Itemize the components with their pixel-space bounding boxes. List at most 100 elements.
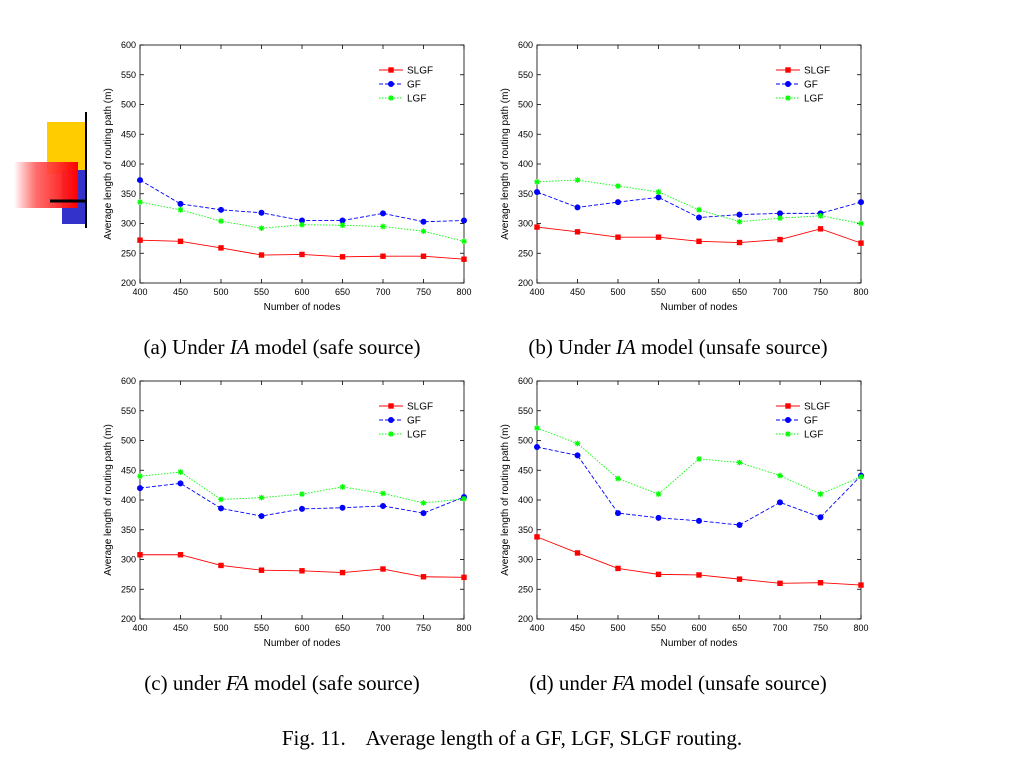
- x-tick-label: 700: [375, 287, 390, 297]
- y-tick-label: 450: [121, 465, 136, 475]
- x-tick-label: 550: [651, 287, 666, 297]
- data-point-lgf: [858, 473, 864, 480]
- x-tick-label: 500: [610, 623, 625, 633]
- data-point-lgf: [696, 456, 702, 462]
- y-tick-label: 550: [518, 70, 533, 80]
- legend-label-lgf: LGF: [804, 430, 823, 441]
- legend-label-lgf: LGF: [407, 94, 426, 105]
- y-tick-label: 300: [121, 555, 136, 565]
- subcaption-b-prefix: (b) Under: [528, 335, 616, 359]
- x-axis-title: Number of nodes: [264, 302, 341, 313]
- series-line-lgf: [536, 427, 862, 495]
- data-point-gf: [461, 217, 467, 224]
- y-tick-label: 600: [121, 376, 136, 386]
- y-tick-label: 250: [121, 584, 136, 594]
- y-tick-label: 450: [121, 129, 136, 139]
- legend: SLGF GF LGF: [379, 402, 433, 441]
- data-point-gf: [339, 504, 346, 511]
- data-point-slgf: [177, 552, 184, 558]
- data-point-slgf: [615, 234, 621, 240]
- x-tick-label: 650: [732, 287, 747, 297]
- data-point-lgf: [817, 212, 824, 219]
- legend-marker-lgf: [388, 95, 394, 101]
- data-point-slgf: [258, 252, 265, 258]
- y-tick-label: 300: [518, 555, 533, 565]
- x-tick-label: 400: [529, 623, 544, 633]
- series-slgf: [534, 534, 864, 588]
- x-tick-label: 750: [813, 623, 828, 633]
- data-point-lgf: [137, 473, 143, 479]
- series-line-gf: [139, 179, 465, 223]
- data-point-gf: [534, 188, 540, 195]
- y-tick-label: 450: [518, 465, 533, 475]
- y-tick-label: 200: [121, 278, 136, 288]
- legend-marker-lgf: [388, 431, 394, 437]
- legend-label-lgf: LGF: [804, 94, 823, 105]
- series-gf: [137, 177, 467, 225]
- y-tick-label: 200: [518, 278, 533, 288]
- data-point-slgf: [574, 550, 581, 556]
- data-point-lgf: [420, 228, 427, 235]
- data-point-lgf: [736, 218, 743, 225]
- data-point-slgf: [420, 253, 427, 259]
- legend-label-gf: GF: [804, 416, 818, 427]
- data-point-lgf: [299, 221, 305, 228]
- data-point-lgf: [380, 223, 386, 230]
- legend-label-slgf: SLGF: [804, 66, 830, 77]
- chart-b: 200 250 300 350 400 450 500 550 600 400 450 500 550 6…: [500, 40, 869, 313]
- x-tick-label: 450: [570, 623, 585, 633]
- data-point-lgf: [339, 484, 346, 490]
- series-slgf: [137, 552, 467, 581]
- y-tick-label: 550: [121, 406, 136, 416]
- y-tick-label: 350: [518, 525, 533, 535]
- data-point-gf: [177, 480, 184, 487]
- data-point-lgf: [777, 472, 783, 479]
- data-point-gf: [420, 218, 427, 225]
- data-point-lgf: [339, 222, 346, 229]
- x-tick-label: 400: [529, 287, 544, 297]
- y-tick-label: 550: [121, 70, 136, 80]
- x-tick-label: 550: [651, 623, 666, 633]
- x-tick-label: 450: [173, 287, 188, 297]
- x-tick-label: 550: [254, 623, 269, 633]
- data-point-lgf: [696, 207, 702, 213]
- data-point-gf: [817, 514, 824, 521]
- subcaption-d-suffix: model (unsafe source): [634, 671, 827, 695]
- chart-panel-a: 200 250 300 350 400 450 500 550 600 400 450 500 550 6…: [98, 40, 478, 320]
- subcaption-a-prefix: (a) Under: [143, 335, 230, 359]
- slide-decoration: [14, 112, 87, 228]
- data-point-lgf: [177, 207, 184, 213]
- data-point-slgf: [817, 226, 824, 232]
- data-point-slgf: [380, 566, 386, 572]
- data-point-gf: [339, 217, 346, 224]
- data-point-slgf: [736, 239, 743, 246]
- data-point-slgf: [534, 224, 540, 230]
- subcaption-a: (a) Under IA model (safe source): [92, 335, 472, 360]
- x-tick-label: 550: [254, 287, 269, 297]
- y-tick-label: 500: [518, 436, 533, 446]
- series-line-slgf: [536, 536, 862, 586]
- data-point-gf: [574, 452, 581, 459]
- x-axis-title: Number of nodes: [661, 302, 738, 313]
- data-point-slgf: [696, 238, 702, 245]
- data-point-slgf: [218, 562, 224, 569]
- legend-marker-gf: [388, 81, 394, 87]
- x-tick-label: 700: [772, 623, 787, 633]
- subcaption-c-prefix: (c) under: [144, 671, 226, 695]
- series-slgf: [137, 237, 467, 262]
- data-point-lgf: [137, 199, 143, 205]
- y-axis-title: Average length of routing path (m): [103, 424, 114, 576]
- data-point-gf: [534, 444, 540, 451]
- data-point-lgf: [858, 220, 864, 227]
- legend-marker-gf: [785, 81, 791, 87]
- data-point-lgf: [461, 238, 467, 245]
- data-point-gf: [380, 502, 386, 509]
- legend-label-slgf: SLGF: [407, 66, 433, 77]
- data-point-slgf: [299, 251, 305, 258]
- chart-panel-d: 200 250 300 350 400 450 500 550 600 400 450 500 550 6…: [495, 376, 875, 656]
- data-point-gf: [420, 510, 427, 517]
- data-point-lgf: [534, 425, 540, 431]
- data-point-slgf: [177, 238, 184, 245]
- series-lgf: [534, 425, 864, 497]
- x-tick-label: 500: [610, 287, 625, 297]
